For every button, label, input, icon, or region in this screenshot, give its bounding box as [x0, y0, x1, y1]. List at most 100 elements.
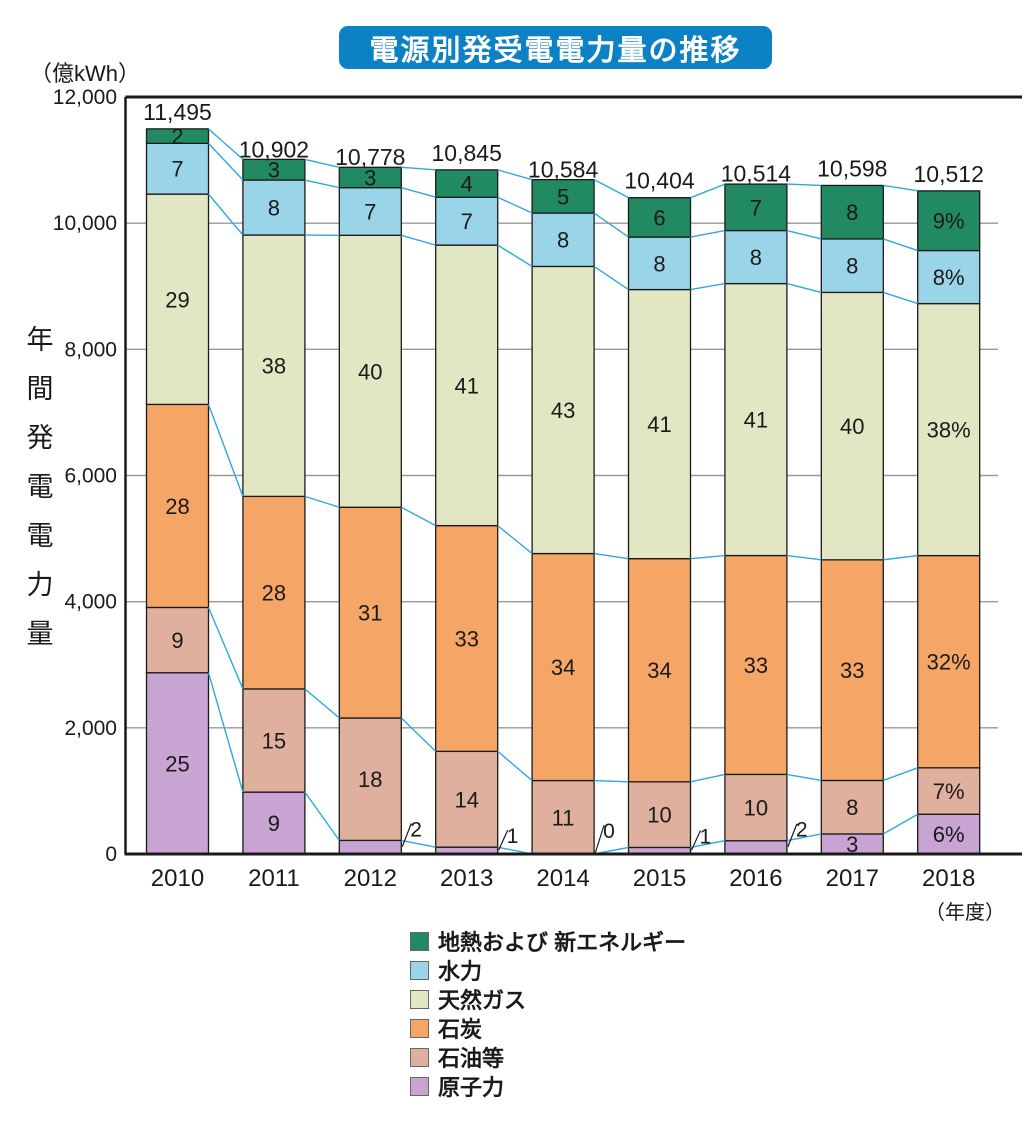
bar-segment-2013 [435, 169, 499, 198]
bar-segment-2017 [820, 291, 884, 561]
bar-segment-2010 [145, 403, 210, 609]
bar-segment-2014 [531, 552, 595, 782]
leader-line [401, 823, 412, 847]
leader-line [787, 823, 798, 848]
y-tick-label: 6,000 [64, 465, 117, 488]
bar-segment-2012 [338, 166, 402, 189]
connector-line [400, 717, 437, 752]
y-tick-label: 8,000 [64, 338, 117, 361]
segment-label: 9% [933, 209, 965, 234]
year-tick-label: 2018 [922, 865, 975, 892]
segment-label: 7 [461, 209, 473, 234]
bar-segment-2015 [627, 558, 692, 783]
legend-item: 水力 [410, 959, 686, 984]
connector-line [593, 265, 629, 291]
connector-line [786, 183, 822, 187]
bar-segment-2016 [724, 554, 788, 776]
legend-label: 天然ガス [438, 988, 527, 1013]
legend-swatch [410, 989, 429, 1009]
bar-segment-2010 [145, 128, 210, 145]
connector-line [304, 158, 340, 168]
y-tick-label: 2,000 [64, 717, 117, 740]
segment-label: 10 [744, 796, 768, 821]
bar-segment-2016 [724, 183, 788, 232]
legend-swatch [410, 960, 429, 980]
segment-label: 2 [171, 124, 183, 149]
total-label: 10,514 [721, 161, 792, 187]
connector-line [207, 193, 244, 236]
bar-segment-2015 [627, 781, 692, 849]
segment-label: 3 [268, 158, 280, 183]
bar-segment-2010 [145, 142, 210, 195]
leader-line [594, 824, 605, 854]
segment-label: 5 [557, 184, 569, 209]
bar-segment-2013 [435, 524, 499, 753]
connector-line [786, 554, 822, 561]
legend-item: 天然ガス [410, 988, 686, 1013]
bar-segment-2015 [627, 288, 692, 560]
total-label: 10,845 [432, 140, 502, 166]
segment-label: 34 [551, 655, 575, 680]
bar-segment-2011 [242, 495, 306, 690]
segment-label: 15 [262, 729, 286, 754]
segment-label: 11 [552, 805, 575, 830]
bar-segment-2011 [242, 179, 306, 236]
segment-label: 3 [846, 832, 858, 857]
segment-label: 8 [846, 795, 858, 820]
bar-segment-2010 [145, 193, 210, 406]
bar-segment-2010 [145, 672, 210, 855]
connector-line [208, 128, 244, 160]
connector-line [882, 813, 919, 835]
bar-segment-2011 [242, 234, 306, 498]
connector-line [401, 234, 436, 246]
segment-label: 14 [454, 787, 478, 812]
bar-segment-2018 [917, 302, 981, 557]
connector-line [594, 779, 629, 783]
connector-line [401, 187, 436, 198]
bar-segment-2011 [242, 688, 306, 793]
year-tick-label: 2010 [151, 865, 204, 892]
legend-label: 石炭 [438, 1017, 483, 1042]
connector-line [497, 169, 533, 181]
segment-label: 40 [840, 414, 864, 439]
legend-item: 石炭 [410, 1017, 686, 1042]
segment-label: 7 [171, 157, 183, 182]
y-tick-label: 10,000 [53, 212, 117, 235]
leader-line [690, 830, 702, 851]
total-label: 10,584 [528, 156, 599, 182]
connector-line [207, 607, 244, 690]
segment-label: 32% [927, 650, 971, 675]
connector-line [401, 839, 436, 848]
legend-swatch [410, 1018, 429, 1038]
connector-line [786, 229, 822, 240]
segment-label: 34 [647, 658, 671, 683]
legend-item: 原子力 [410, 1075, 686, 1100]
bar-segment-2012 [338, 234, 402, 508]
year-tick-label: 2017 [826, 865, 879, 892]
y-axis-title: 年間発電電力量 [26, 325, 54, 649]
segment-label: 8 [846, 254, 858, 279]
connector-line [690, 840, 726, 849]
connector-line [786, 833, 822, 842]
bar-segment-2018 [917, 190, 981, 252]
segment-label: 7 [750, 195, 762, 220]
bar-segment-2016 [724, 229, 788, 285]
year-tick-label: 2016 [729, 865, 782, 892]
segment-label: 9 [268, 811, 280, 836]
segment-label: 33 [744, 653, 768, 678]
connector-line [690, 183, 726, 199]
connector-line [304, 791, 340, 841]
leader-label: 2 [796, 819, 808, 842]
bar-segment-2013 [435, 244, 499, 527]
total-label: 10,598 [817, 155, 887, 181]
segment-label: 3 [364, 165, 376, 190]
leader-label: 2 [410, 818, 422, 841]
bar-segment-2014 [531, 178, 595, 214]
bar-segment-2018 [917, 554, 981, 769]
bar-segment-2012 [338, 839, 402, 855]
year-tick-label: 2013 [440, 865, 493, 892]
connector-line [304, 688, 340, 719]
connector-line [786, 282, 822, 294]
connector-line [786, 773, 822, 782]
segment-label: 7 [364, 199, 376, 224]
